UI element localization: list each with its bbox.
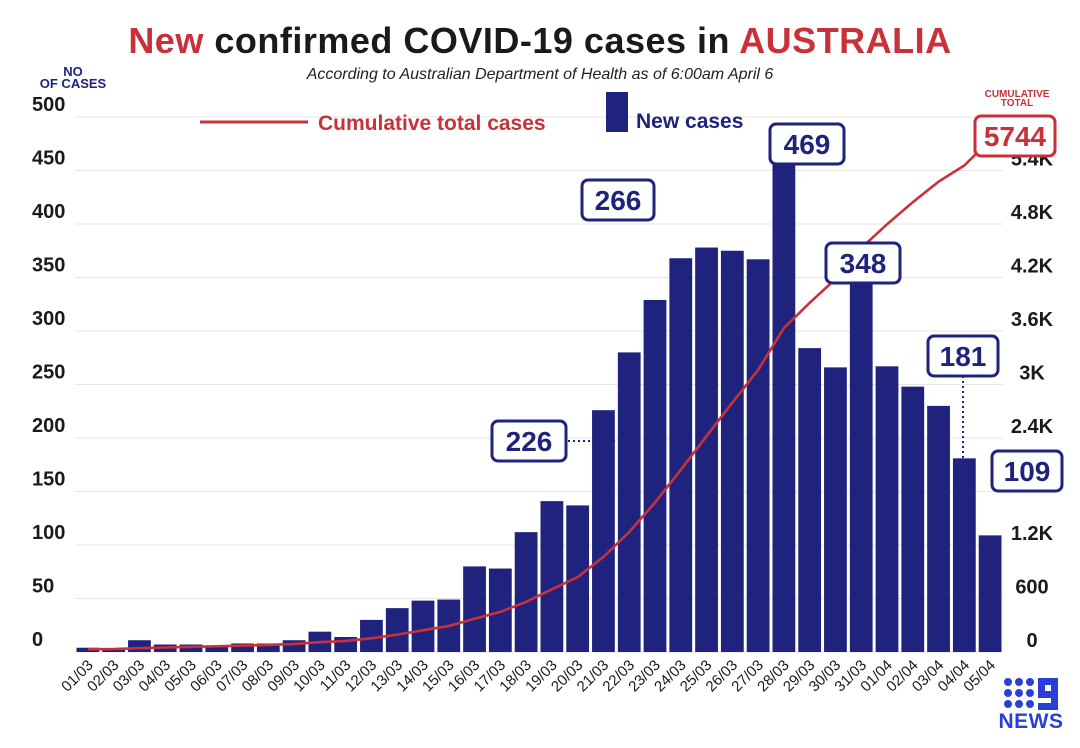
bar-03-03 <box>128 640 151 652</box>
bar-29-03 <box>798 348 822 652</box>
right-tick-label: 1.2K <box>1011 523 1054 545</box>
bar-26-03 <box>720 250 744 652</box>
right-tick-label: 0 <box>1026 630 1037 652</box>
nine-network-logo-icon <box>1004 678 1058 710</box>
bar-03-04 <box>927 405 950 652</box>
bar-01-03 <box>76 647 100 652</box>
chart-subtitle: According to Australian Department of He… <box>306 66 774 83</box>
right-tick-label: 600 <box>1015 577 1048 599</box>
right-tick-label: 3K <box>1019 363 1045 385</box>
legend-line-label: Cumulative total cases <box>318 112 546 135</box>
bar-19-03 <box>540 501 564 652</box>
bar-25-03 <box>695 247 718 653</box>
bar-06-03 <box>205 645 229 652</box>
right-axis-title-line1: CUMULATIVE <box>984 89 1050 100</box>
left-tick-label: 100 <box>32 522 65 544</box>
left-tick-label: 150 <box>32 469 65 491</box>
annotation-label: 348 <box>840 248 887 279</box>
bar-04-04 <box>952 458 976 652</box>
right-axis-title-line2: TOTAL <box>1000 98 1034 109</box>
bar-24-03 <box>669 258 693 652</box>
left-axis-title-line2: OF CASES <box>39 76 107 91</box>
annotation-box <box>768 122 846 166</box>
bar-16-03 <box>463 566 486 652</box>
right-tick-label: 4.2K <box>1011 256 1054 278</box>
annotation-label: 109 <box>1004 456 1051 487</box>
annotation-box <box>580 178 656 222</box>
annotation-box <box>490 419 568 463</box>
bar-20-03 <box>566 505 590 652</box>
annotation-label: 469 <box>784 129 831 160</box>
legend-bar-swatch <box>606 92 628 132</box>
left-tick-label: 350 <box>32 255 65 277</box>
right-tick-label: 2.4K <box>1011 416 1054 438</box>
annotation-box <box>824 241 902 285</box>
bar-09-03 <box>282 640 306 652</box>
left-tick-label: 250 <box>32 362 65 384</box>
bar-05-04 <box>978 535 1002 652</box>
left-tick-label: 300 <box>32 308 65 330</box>
bar-31-03 <box>849 279 873 652</box>
bar-02-04 <box>901 386 925 652</box>
bar-22-03 <box>617 352 641 652</box>
left-axis-title: NO OF CASES <box>18 64 128 91</box>
bar-13-03 <box>385 608 409 652</box>
bar-28-03 <box>772 150 796 653</box>
logo-text: NEWS <box>998 710 1064 733</box>
bar-14-03 <box>411 600 435 652</box>
left-tick-label: 500 <box>32 94 65 116</box>
chart-title: New confirmed COVID-19 cases in AUSTRALI… <box>0 20 1080 62</box>
bar-23-03 <box>643 299 667 652</box>
bar-18-03 <box>514 532 538 652</box>
title-part-new: New <box>128 20 204 61</box>
bar-17-03 <box>488 568 512 652</box>
left-tick-label: 450 <box>32 148 65 170</box>
left-tick-label: 50 <box>32 576 54 598</box>
annotation-label: 226 <box>506 426 553 457</box>
right-axis-title: CUMULATIVE TOTAL <box>972 89 1062 109</box>
left-axis-title-line1: NO <box>63 64 83 79</box>
annotation-box <box>990 449 1064 493</box>
bar-30-03 <box>824 367 847 652</box>
bar-08-03 <box>256 643 280 652</box>
nine-news-logo: NEWS <box>996 676 1066 736</box>
bar-21-03 <box>592 410 615 652</box>
right-tick-label: 4.8K <box>1011 202 1054 224</box>
right-tick-label: 3.6K <box>1011 309 1054 331</box>
annotation-label: 181 <box>940 341 987 372</box>
left-tick-label: 200 <box>32 415 65 437</box>
legend-bar-label: New cases <box>636 110 743 133</box>
bar-07-03 <box>231 643 254 652</box>
annotation-label: 5744 <box>984 121 1047 152</box>
annotation-box <box>973 114 1057 158</box>
bar-01-04 <box>875 366 899 652</box>
bar-27-03 <box>746 259 770 652</box>
bar-12-03 <box>360 619 383 652</box>
title-part-country: AUSTRALIA <box>739 20 952 61</box>
left-tick-label: 0 <box>32 629 43 651</box>
bar-05-03 <box>179 644 203 652</box>
left-tick-label: 400 <box>32 201 65 223</box>
title-part-middle: confirmed COVID-19 cases in <box>203 20 740 61</box>
annotation-label: 266 <box>595 185 642 216</box>
